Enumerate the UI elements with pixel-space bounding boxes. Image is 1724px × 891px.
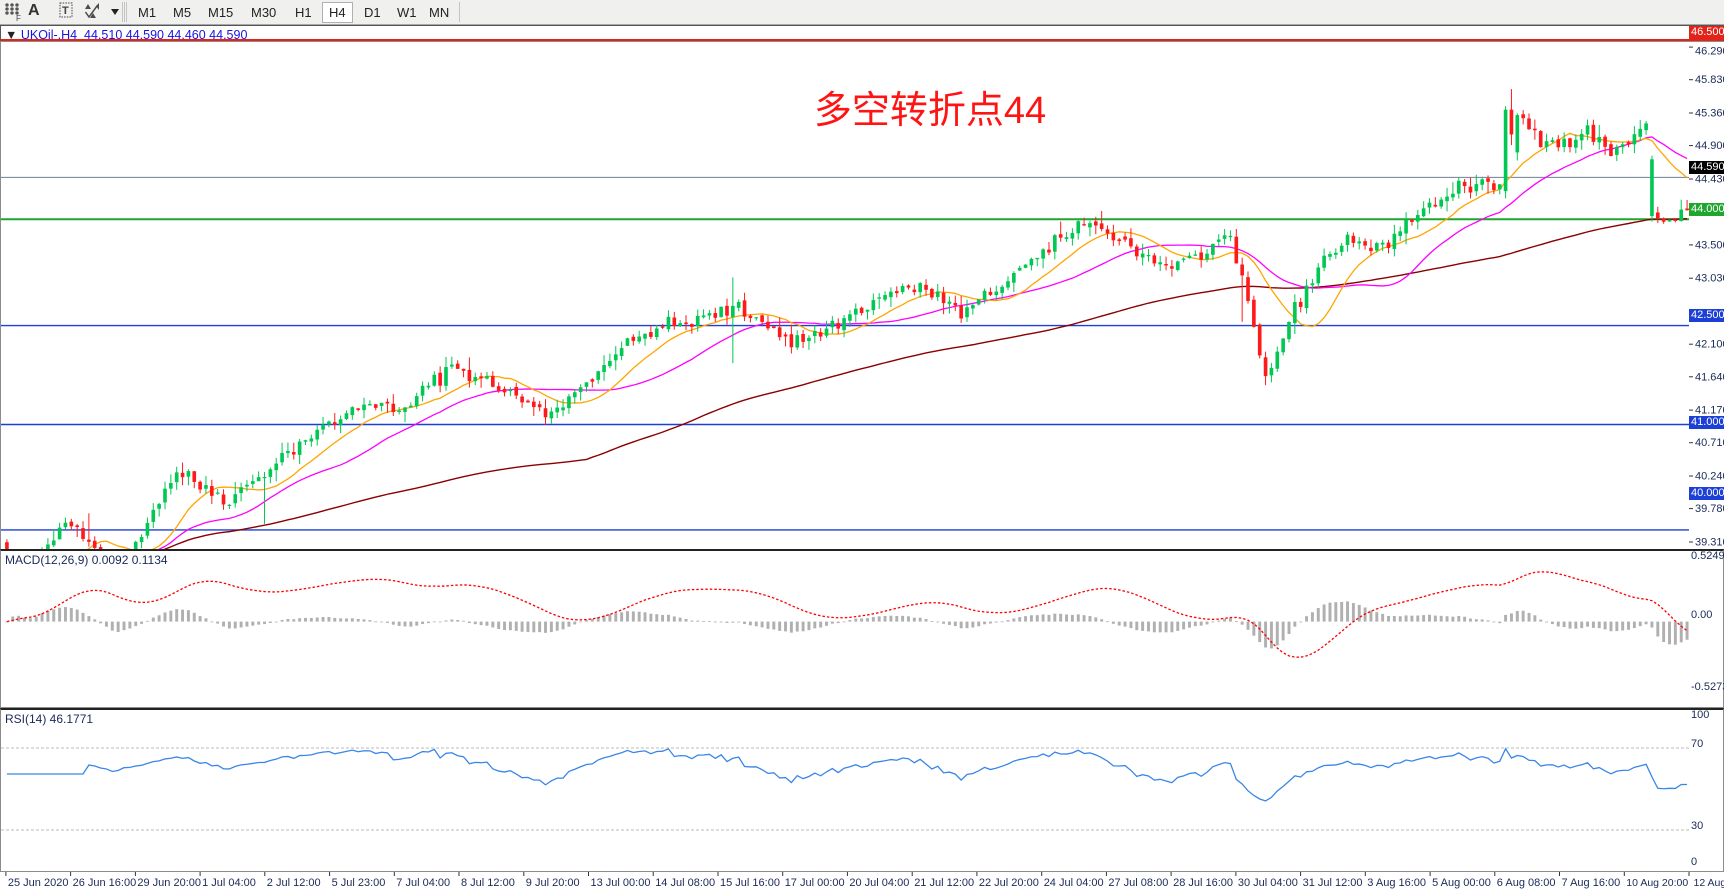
- svg-text:15 Jul 16:00: 15 Jul 16:00: [720, 877, 780, 889]
- svg-text:39.780: 39.780: [1695, 503, 1724, 515]
- svg-text:22 Jul 20:00: 22 Jul 20:00: [979, 877, 1039, 889]
- svg-text:41.640: 41.640: [1695, 371, 1724, 383]
- svg-text:F: F: [16, 14, 21, 22]
- svg-text:28 Jul 16:00: 28 Jul 16:00: [1173, 877, 1233, 889]
- svg-text:43.500: 43.500: [1695, 239, 1724, 251]
- svg-text:46.290: 46.290: [1695, 46, 1724, 58]
- svg-text:20 Jul 04:00: 20 Jul 04:00: [849, 877, 909, 889]
- svg-text:17 Jul 00:00: 17 Jul 00:00: [785, 877, 845, 889]
- svg-text:45.830: 45.830: [1695, 74, 1724, 86]
- svg-text:27 Jul 08:00: 27 Jul 08:00: [1108, 877, 1168, 889]
- svg-text:40.240: 40.240: [1695, 471, 1724, 483]
- svg-text:3 Aug 16:00: 3 Aug 16:00: [1367, 877, 1426, 889]
- svg-text:12 Aug 00:00: 12 Aug 00:00: [1694, 877, 1724, 889]
- svg-text:多空转折点44: 多空转折点44: [814, 90, 1046, 132]
- svg-text:45.360: 45.360: [1695, 108, 1724, 120]
- svg-text:14 Jul 08:00: 14 Jul 08:00: [655, 877, 715, 889]
- svg-text:40.710: 40.710: [1695, 437, 1724, 449]
- svg-text:5 Jul 23:00: 5 Jul 23:00: [332, 877, 386, 889]
- svg-text:21 Jul 12:00: 21 Jul 12:00: [914, 877, 974, 889]
- svg-text:T: T: [62, 5, 69, 17]
- svg-text:44.430: 44.430: [1695, 174, 1724, 186]
- svg-text:31 Jul 12:00: 31 Jul 12:00: [1303, 877, 1363, 889]
- svg-text:42.100: 42.100: [1695, 339, 1724, 351]
- svg-text:39.310: 39.310: [1695, 537, 1724, 549]
- svg-text:13 Jul 00:00: 13 Jul 00:00: [591, 877, 651, 889]
- svg-text:43.030: 43.030: [1695, 273, 1724, 285]
- svg-text:5 Aug 00:00: 5 Aug 00:00: [1432, 877, 1491, 889]
- svg-text:10 Aug 20:00: 10 Aug 20:00: [1626, 877, 1688, 889]
- svg-text:7 Aug 16:00: 7 Aug 16:00: [1562, 877, 1621, 889]
- svg-text:30 Jul 04:00: 30 Jul 04:00: [1238, 877, 1298, 889]
- svg-text:29 Jun 20:00: 29 Jun 20:00: [137, 877, 201, 889]
- svg-text:1 Jul 04:00: 1 Jul 04:00: [202, 877, 256, 889]
- svg-text:25 Jun 2020: 25 Jun 2020: [8, 877, 69, 889]
- svg-text:44.900: 44.900: [1695, 140, 1724, 152]
- svg-text:6 Aug 08:00: 6 Aug 08:00: [1497, 877, 1556, 889]
- svg-text:9 Jul 20:00: 9 Jul 20:00: [526, 877, 580, 889]
- svg-text:8 Jul 12:00: 8 Jul 12:00: [461, 877, 515, 889]
- svg-text:24 Jul 04:00: 24 Jul 04:00: [1044, 877, 1104, 889]
- svg-text:2 Jul 12:00: 2 Jul 12:00: [267, 877, 321, 889]
- svg-text:26 Jun 16:00: 26 Jun 16:00: [73, 877, 137, 889]
- svg-text:7 Jul 04:00: 7 Jul 04:00: [396, 877, 450, 889]
